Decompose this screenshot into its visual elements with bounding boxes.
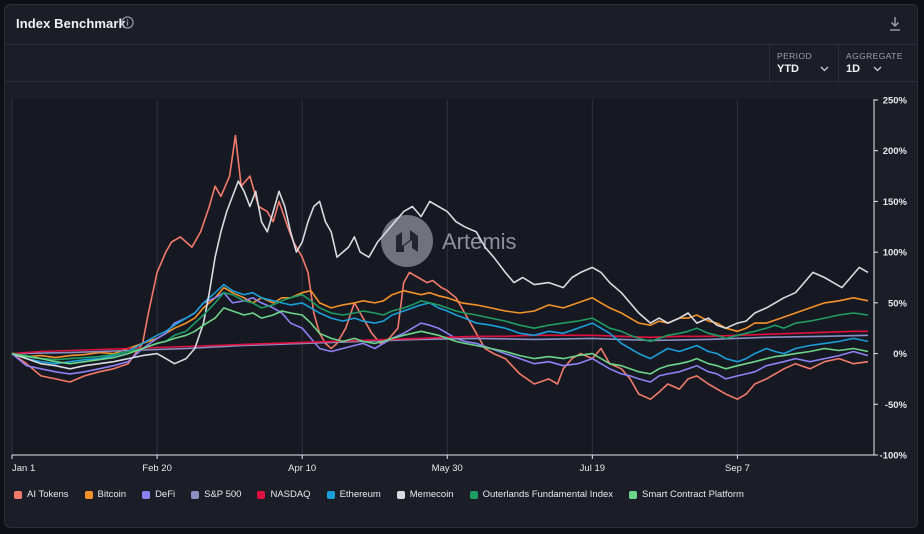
artemis-logo-icon bbox=[381, 215, 433, 267]
y-tick-label: 250% bbox=[883, 96, 908, 107]
period-value: YTD bbox=[777, 63, 799, 75]
y-tick-label: 50% bbox=[888, 298, 908, 309]
x-tick-label: Jul 19 bbox=[580, 463, 605, 474]
legend-swatch bbox=[629, 490, 638, 499]
chevron-down-icon bbox=[820, 66, 829, 72]
artemis-watermark: Artemis bbox=[381, 215, 517, 267]
legend-item-ai-tokens[interactable]: AI Tokens bbox=[14, 489, 69, 500]
series-line-outerlands-fundamental-index[interactable] bbox=[11, 291, 869, 361]
info-icon[interactable] bbox=[121, 16, 134, 29]
chart-legend: AI Tokens Bitcoin DeFi S&P 500 NASDAQ Ethereu… bbox=[14, 489, 760, 500]
legend-label: NASDAQ bbox=[270, 489, 311, 500]
legend-item-smart-contract-platform[interactable]: Smart Contract Platform bbox=[629, 489, 744, 500]
legend-label: Smart Contract Platform bbox=[642, 489, 744, 500]
y-tick-label: 150% bbox=[883, 197, 908, 208]
y-tick-label: 0% bbox=[893, 349, 907, 360]
legend-item-defi[interactable]: DeFi bbox=[142, 489, 175, 500]
legend-swatch bbox=[142, 490, 151, 499]
legend-label: S&P 500 bbox=[204, 489, 242, 500]
legend-label: Outerlands Fundamental Index bbox=[482, 489, 614, 500]
x-tick-label: Apr 10 bbox=[288, 463, 316, 474]
legend-label: Bitcoin bbox=[97, 489, 127, 500]
legend-item-outerlands-fundamental-index[interactable]: Outerlands Fundamental Index bbox=[469, 489, 614, 500]
plot-area bbox=[12, 99, 874, 455]
legend-swatch bbox=[14, 490, 22, 499]
chevron-down-icon bbox=[873, 66, 882, 72]
y-tick-label: -100% bbox=[880, 451, 908, 462]
legend-label: AI Tokens bbox=[27, 489, 69, 500]
y-axis-ticks: 250% 200% 150% 100% 50% 0% -50% -100% bbox=[874, 96, 908, 462]
grid-lines bbox=[11, 100, 738, 455]
aggregate-label: AGGREGATE bbox=[846, 51, 903, 61]
legend-label: DeFi bbox=[155, 489, 176, 500]
legend-swatch bbox=[191, 490, 200, 499]
period-select[interactable]: PERIOD YTD bbox=[769, 45, 837, 81]
y-tick-label: -50% bbox=[885, 400, 908, 411]
aggregate-value: 1D bbox=[846, 63, 861, 75]
legend-label: Memecoin bbox=[409, 489, 454, 500]
legend-swatch bbox=[469, 490, 478, 499]
period-label: PERIOD bbox=[777, 51, 812, 61]
series-line-smart-contract-platform[interactable] bbox=[11, 307, 869, 375]
legend-item-s-p-500[interactable]: S&P 500 bbox=[191, 489, 241, 500]
legend-item-nasdaq[interactable]: NASDAQ bbox=[257, 489, 311, 500]
card-header: Index Benchmark bbox=[5, 5, 917, 45]
x-tick-label: May 30 bbox=[432, 463, 463, 474]
x-tick-label: Sep 7 bbox=[725, 463, 750, 474]
download-icon[interactable] bbox=[887, 15, 903, 33]
chart-title: Index Benchmark bbox=[16, 16, 126, 31]
legend-item-memecoin[interactable]: Memecoin bbox=[396, 489, 454, 500]
aggregate-select[interactable]: AGGREGATE 1D bbox=[838, 45, 918, 81]
x-axis-ticks: Jan 1 Feb 20 Apr 10 May 30 Jul 19 Sep 7 bbox=[11, 455, 750, 474]
x-tick-label: Jan 1 bbox=[12, 463, 35, 474]
y-tick-label: 200% bbox=[883, 146, 908, 157]
legend-item-ethereum[interactable]: Ethereum bbox=[326, 489, 381, 500]
y-tick-label: 100% bbox=[883, 248, 908, 259]
series-line-ethereum[interactable] bbox=[11, 283, 869, 365]
series-line-ai-tokens[interactable] bbox=[11, 134, 869, 400]
legend-swatch bbox=[84, 490, 93, 499]
legend-label: Ethereum bbox=[339, 489, 381, 500]
series-layer bbox=[11, 134, 869, 400]
artemis-logo-mark bbox=[396, 230, 418, 252]
watermark-text: Artemis bbox=[442, 229, 517, 254]
x-tick-label: Feb 20 bbox=[142, 463, 172, 474]
legend-swatch bbox=[396, 490, 405, 499]
legend-swatch bbox=[326, 490, 335, 499]
legend-swatch bbox=[257, 490, 266, 499]
legend-item-bitcoin[interactable]: Bitcoin bbox=[84, 489, 127, 500]
series-line-memecoin[interactable] bbox=[11, 180, 869, 370]
chart-controls: PERIOD YTD AGGREGATE 1D bbox=[5, 45, 917, 82]
